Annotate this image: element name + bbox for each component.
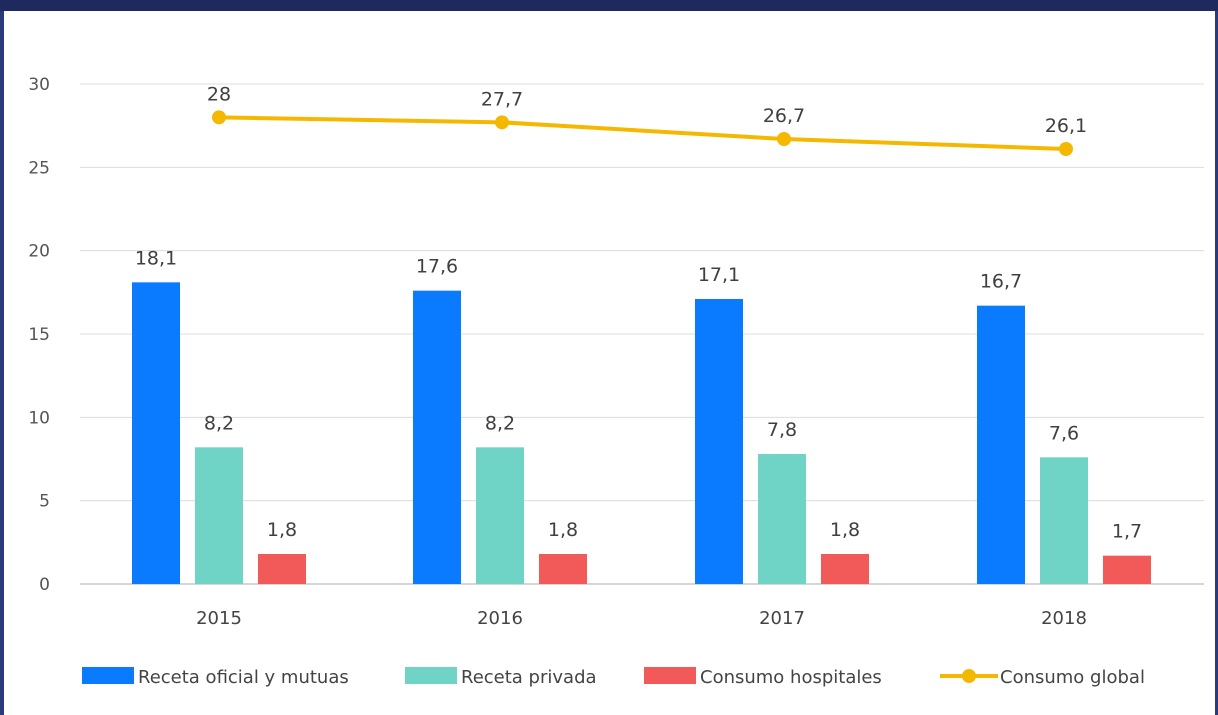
data-label: 1,8: [830, 519, 860, 541]
data-label: 16,7: [980, 271, 1022, 293]
bar: [1040, 457, 1088, 584]
top-border-bar: [0, 0, 1218, 11]
y-tick-label: 20: [28, 242, 50, 262]
bar: [413, 290, 461, 584]
x-tick-label: 2018: [1041, 608, 1087, 629]
bar: [977, 305, 1025, 584]
data-label: 28: [207, 83, 231, 105]
line-point: [212, 110, 226, 125]
legend-label: Receta privada: [461, 667, 597, 688]
y-tick-label: 30: [28, 75, 50, 95]
y-tick-label: 0: [39, 575, 50, 595]
bar: [195, 447, 243, 584]
bar: [695, 299, 743, 584]
line-path: [218, 115, 1067, 151]
data-label: 1,8: [548, 519, 578, 541]
y-tick-label: 25: [28, 158, 50, 178]
legend-label: Receta oficial y mutuas: [138, 667, 349, 688]
global-line: [212, 110, 1073, 156]
data-label: 1,8: [267, 519, 297, 541]
data-label: 1,7: [1112, 521, 1142, 543]
bar: [476, 447, 524, 584]
line-point: [777, 132, 791, 146]
data-label: 7,8: [767, 419, 797, 441]
y-tick-label: 10: [28, 408, 50, 428]
line-point: [495, 115, 509, 130]
bar: [258, 554, 306, 584]
bar: [1103, 555, 1151, 584]
legend: Receta oficial y mutuas Receta privada Con…: [82, 667, 1145, 688]
bar: [539, 554, 587, 584]
legend-marker: [962, 669, 976, 683]
y-axis: 0 5 10 15 20 25 30: [28, 75, 50, 595]
bar: [821, 554, 869, 584]
x-tick-label: 2015: [196, 608, 242, 629]
data-label: 7,6: [1049, 422, 1079, 444]
legend-label: Consumo global: [1000, 667, 1145, 688]
data-label: 18,1: [135, 247, 177, 269]
legend-swatch: [644, 667, 696, 684]
x-axis: 2015 2016 2017 2018: [196, 608, 1087, 629]
bar: [132, 282, 180, 584]
bars: [132, 282, 1151, 584]
data-labels: 18,1 17,6 17,1 16,7 8,2 8,2 7,8 7,6 1,8 1,8 1,8 1,7…: [135, 83, 1142, 542]
data-label: 26,7: [763, 105, 805, 127]
y-tick-label: 5: [39, 492, 50, 512]
grid-lines: [80, 83, 1204, 585]
data-label: 27,7: [481, 88, 523, 110]
x-tick-label: 2017: [759, 608, 805, 629]
line-point: [1059, 142, 1073, 156]
legend-label: Consumo hospitales: [700, 667, 882, 688]
data-label: 17,6: [416, 256, 458, 278]
data-label: 17,1: [698, 264, 740, 286]
data-label: 26,1: [1045, 115, 1087, 137]
legend-swatch: [405, 667, 457, 684]
x-tick-label: 2016: [477, 608, 523, 629]
bar: [758, 454, 806, 584]
data-label: 8,2: [204, 412, 234, 434]
data-label: 8,2: [485, 412, 515, 434]
y-tick-label: 15: [28, 325, 50, 345]
legend-swatch: [82, 667, 134, 684]
